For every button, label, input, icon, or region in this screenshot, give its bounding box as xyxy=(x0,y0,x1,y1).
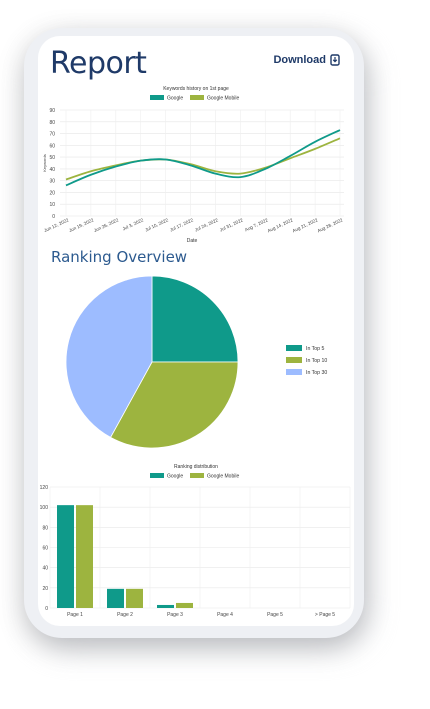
x-tick-label: Jul 3, 2022 xyxy=(122,217,145,231)
x-tick-label: Page 2 xyxy=(117,612,133,618)
bar-google-mobile xyxy=(176,602,193,608)
keywords-history-chart: Keywords history on 1st page Google Google… xyxy=(42,86,344,244)
report-screen: Report Download Keywords history on 1st … xyxy=(38,36,354,626)
y-axis-title: Keywords xyxy=(42,154,47,172)
y-tick-label: 120 xyxy=(40,485,49,491)
download-label: Download xyxy=(273,54,326,66)
bar-google xyxy=(107,588,124,608)
legend-swatch-google xyxy=(150,473,164,478)
x-tick-label: Aug 28, 2022 xyxy=(317,217,344,233)
x-tick-label: Page 1 xyxy=(67,612,83,618)
pie-slice-1 xyxy=(110,361,239,449)
y-tick-label: 50 xyxy=(49,155,55,161)
section-title-ranking-overview: Ranking Overview xyxy=(51,248,188,266)
pie-legend-label: In Top 30 xyxy=(306,370,327,376)
x-tick-label: Page 4 xyxy=(217,612,233,618)
legend-label: Google Mobile xyxy=(207,96,239,102)
y-tick-label: 0 xyxy=(52,214,55,220)
chart-title: Ranking distribution xyxy=(174,464,218,470)
y-tick-label: 20 xyxy=(42,586,48,592)
y-tick-label: 10 xyxy=(49,202,55,208)
y-tick-label: 80 xyxy=(49,120,55,126)
y-tick-label: 30 xyxy=(49,179,55,185)
ranking-overview-chart: In Top 5 In Top 10 In Top 30 xyxy=(65,275,327,449)
pie-legend-swatch xyxy=(286,369,302,375)
pie-legend-label: In Top 5 xyxy=(306,346,324,352)
bar-google xyxy=(57,505,74,608)
x-tick-label: Jun 26, 2022 xyxy=(93,217,120,233)
x-tick-label: Jul 17, 2022 xyxy=(169,217,194,232)
page-title: Report xyxy=(50,46,147,81)
x-tick-label: Jul 31, 2022 xyxy=(219,217,244,232)
download-button[interactable]: Download xyxy=(273,54,340,66)
bar-google-mobile xyxy=(126,588,143,608)
x-tick-label: Page 3 xyxy=(167,612,183,618)
y-tick-label: 60 xyxy=(42,546,48,552)
x-tick-label: Aug 7, 2022 xyxy=(244,217,269,232)
legend-label: Google xyxy=(167,474,183,480)
x-tick-label: Aug 21, 2022 xyxy=(292,217,319,233)
series-line-google xyxy=(65,129,341,187)
y-tick-label: 60 xyxy=(49,143,55,149)
y-tick-label: 40 xyxy=(42,566,48,572)
download-icon xyxy=(330,54,340,66)
y-tick-label: 90 xyxy=(49,108,55,114)
pie-slice-2 xyxy=(65,275,153,438)
y-tick-label: 0 xyxy=(45,606,48,612)
legend-swatch-google xyxy=(150,95,164,100)
x-tick-label: Jul 24, 2022 xyxy=(194,217,219,232)
x-tick-label: > Page 5 xyxy=(315,612,335,618)
bar-google-mobile xyxy=(76,505,93,608)
pie-slice-0 xyxy=(151,275,239,363)
x-axis-title: Date xyxy=(187,238,198,244)
series-line-google-mobile xyxy=(65,137,341,181)
ranking-distribution-chart: Ranking distribution Google Google Mobile 0… xyxy=(40,464,351,618)
y-tick-label: 40 xyxy=(49,167,55,173)
x-tick-label: Page 5 xyxy=(267,612,283,618)
chart-title: Keywords history on 1st page xyxy=(163,86,229,92)
x-tick-label: Aug 14, 2022 xyxy=(267,217,294,233)
pie-legend-label: In Top 10 xyxy=(306,358,327,364)
x-tick-label: Jun 19, 2022 xyxy=(68,217,95,233)
legend-label: Google xyxy=(167,96,183,102)
y-tick-label: 80 xyxy=(42,525,48,531)
bar-google xyxy=(157,604,174,608)
y-tick-label: 70 xyxy=(49,132,55,138)
legend-label: Google Mobile xyxy=(207,474,239,480)
y-tick-label: 20 xyxy=(49,190,55,196)
legend-swatch-google-mobile xyxy=(190,473,204,478)
legend-swatch-google-mobile xyxy=(190,95,204,100)
pie-legend-swatch xyxy=(286,357,302,363)
x-tick-label: Jun 12, 2022 xyxy=(43,217,70,233)
y-tick-label: 100 xyxy=(40,505,49,511)
x-tick-label: Jul 10, 2022 xyxy=(144,217,169,232)
pie-legend-swatch xyxy=(286,345,302,351)
